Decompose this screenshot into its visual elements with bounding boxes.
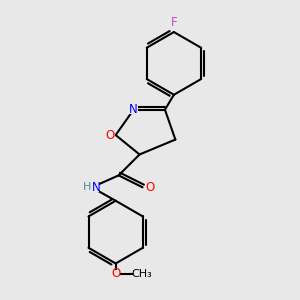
Bar (134, 270, 150, 278)
Text: F: F (171, 16, 177, 29)
Text: O: O (111, 267, 120, 280)
Bar (106, 131, 115, 139)
Text: N: N (129, 103, 138, 116)
Text: O: O (146, 181, 154, 194)
Bar (84, 183, 99, 191)
Bar (129, 106, 138, 114)
Text: H: H (83, 182, 91, 192)
Text: O: O (106, 129, 115, 142)
Text: CH₃: CH₃ (131, 269, 152, 279)
Bar (112, 270, 120, 278)
Bar (146, 183, 154, 191)
Text: N: N (92, 181, 100, 194)
Bar (170, 18, 178, 27)
